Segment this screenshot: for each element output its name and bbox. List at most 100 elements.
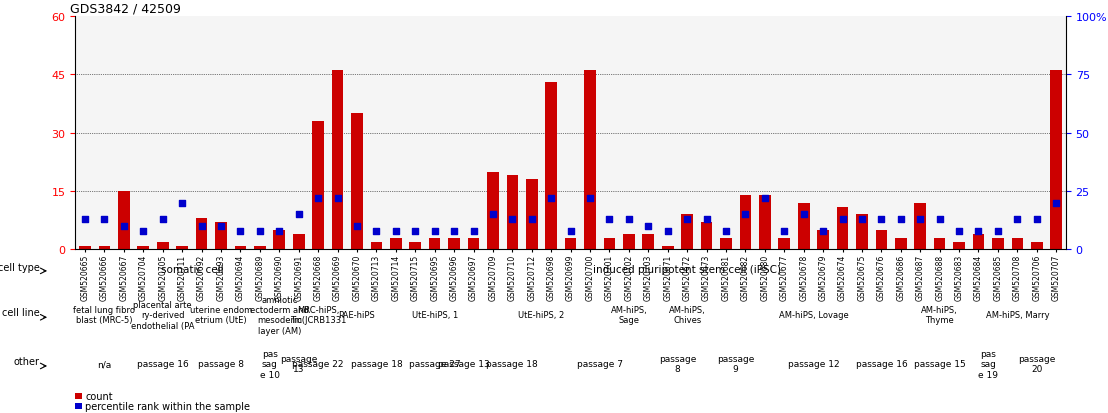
Point <box>776 228 793 235</box>
Point <box>814 228 832 235</box>
Text: somatic cell: somatic cell <box>161 264 223 275</box>
Bar <box>293 234 305 250</box>
Point <box>154 216 172 223</box>
Bar <box>895 238 906 250</box>
Point <box>1008 216 1026 223</box>
Bar <box>119 192 130 250</box>
Bar <box>700 223 712 250</box>
Text: passage 22: passage 22 <box>293 359 343 368</box>
Text: AM-hiPS,
Sage: AM-hiPS, Sage <box>611 305 647 325</box>
Text: pas
sag
e 19: pas sag e 19 <box>978 349 998 379</box>
Point <box>252 228 269 235</box>
Point <box>892 216 910 223</box>
Bar <box>488 172 499 250</box>
Bar <box>506 176 519 250</box>
Text: passage 16: passage 16 <box>137 359 188 368</box>
Bar <box>914 203 926 250</box>
Point <box>872 216 890 223</box>
Text: count: count <box>85 391 113 401</box>
Point <box>601 216 618 223</box>
Text: other: other <box>13 357 40 367</box>
Point <box>1047 200 1065 206</box>
Bar <box>818 230 829 250</box>
Bar <box>545 83 557 250</box>
Point <box>173 200 191 206</box>
Bar <box>759 195 771 250</box>
Text: passage 7: passage 7 <box>577 359 623 368</box>
Bar <box>468 238 480 250</box>
Point <box>737 211 755 218</box>
Bar <box>235 246 246 250</box>
Text: passage 27: passage 27 <box>409 359 461 368</box>
Point <box>542 195 560 202</box>
Point <box>951 228 968 235</box>
Text: placental arte
ry-derived
endothelial (PA: placental arte ry-derived endothelial (P… <box>131 300 195 330</box>
Text: passage 8: passage 8 <box>198 359 244 368</box>
Bar <box>779 238 790 250</box>
Point <box>912 216 930 223</box>
Point <box>134 228 152 235</box>
Bar <box>973 234 984 250</box>
Bar <box>837 207 849 250</box>
Bar <box>681 215 692 250</box>
Point <box>678 216 696 223</box>
Bar <box>1050 71 1061 250</box>
Bar <box>75 394 82 399</box>
Text: UtE-hiPS, 1: UtE-hiPS, 1 <box>411 311 458 319</box>
Bar <box>429 238 441 250</box>
Bar <box>661 246 674 250</box>
Bar <box>875 230 888 250</box>
Text: passage 12: passage 12 <box>788 359 839 368</box>
Text: cell line: cell line <box>2 307 40 317</box>
Bar <box>75 404 82 409</box>
Text: passage 15: passage 15 <box>914 359 965 368</box>
Text: AM-hiPS, Lovage: AM-hiPS, Lovage <box>779 311 849 319</box>
Point <box>387 228 404 235</box>
Bar <box>370 242 382 250</box>
Point <box>76 216 94 223</box>
Text: AM-hiPS,
Chives: AM-hiPS, Chives <box>669 305 706 325</box>
Point <box>115 223 133 230</box>
Bar <box>254 246 266 250</box>
Point <box>445 228 463 235</box>
Point <box>620 216 638 223</box>
Point <box>1028 216 1046 223</box>
Text: percentile rank within the sample: percentile rank within the sample <box>85 401 250 411</box>
Bar <box>312 121 324 250</box>
Point <box>970 228 987 235</box>
Text: passage 16: passage 16 <box>855 359 907 368</box>
Point <box>659 228 677 235</box>
Bar <box>604 238 615 250</box>
Point <box>193 223 211 230</box>
Text: amniotic
ectoderm and
mesoderm
layer (AM): amniotic ectoderm and mesoderm layer (AM… <box>249 295 309 335</box>
Point <box>582 195 599 202</box>
Point <box>270 228 288 235</box>
Point <box>523 216 541 223</box>
Bar <box>1012 238 1023 250</box>
Point <box>407 228 424 235</box>
Point <box>464 228 482 235</box>
Point <box>329 195 347 202</box>
Bar <box>953 242 965 250</box>
Point <box>290 211 308 218</box>
Point <box>212 223 229 230</box>
Bar <box>351 114 362 250</box>
Point <box>232 228 249 235</box>
Text: pas
sag
e 10: pas sag e 10 <box>259 349 279 379</box>
Point <box>989 228 1007 235</box>
Bar <box>215 223 227 250</box>
Text: induced pluripotent stem cell (iPSC): induced pluripotent stem cell (iPSC) <box>593 264 781 275</box>
Bar <box>798 203 810 250</box>
Text: passage 18: passage 18 <box>486 359 538 368</box>
Bar <box>643 234 654 250</box>
Text: UtE-hiPS, 2: UtE-hiPS, 2 <box>519 311 565 319</box>
Point <box>95 216 113 223</box>
Bar <box>137 246 150 250</box>
Bar <box>584 71 596 250</box>
Bar <box>623 234 635 250</box>
Bar <box>80 246 91 250</box>
Bar <box>934 238 945 250</box>
Bar <box>157 242 168 250</box>
Bar <box>992 238 1004 250</box>
Bar <box>526 180 537 250</box>
